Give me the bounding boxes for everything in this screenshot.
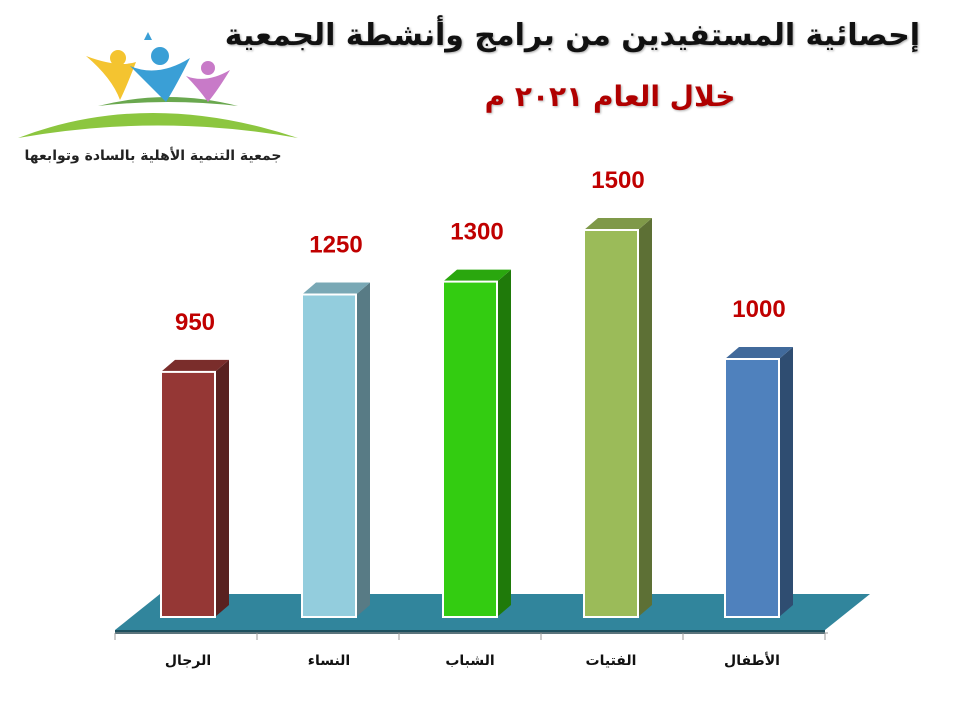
bar-value-label: 1000	[732, 296, 785, 323]
category-label: النساء	[308, 653, 350, 669]
bar	[583, 229, 639, 618]
logo	[8, 28, 308, 178]
bar-value-label: 1250	[309, 232, 362, 259]
bar-top	[443, 269, 511, 282]
logo-text: جمعية التنمية الأهلية بالسادة وتوابعها	[24, 148, 282, 164]
page-subtitle: خلال العام ٢٠٢١ م	[484, 80, 736, 113]
bar	[724, 358, 780, 618]
bar-value-label: 950	[175, 309, 215, 336]
bar-side	[356, 282, 370, 617]
category-label: الأطفال	[724, 652, 780, 669]
page-title: إحصائية المستفيدين من برامج وأنشطة الجمع…	[224, 18, 920, 53]
bar-top	[584, 218, 652, 230]
bar	[301, 293, 357, 618]
logo-figure-pink	[186, 70, 230, 102]
bar	[442, 280, 498, 618]
logo-figure-yellow	[86, 56, 136, 100]
bar-side	[497, 269, 511, 617]
bar-side	[638, 218, 652, 617]
logo-swoosh-small	[98, 97, 238, 106]
bar-side	[779, 347, 793, 617]
logo-figure-blue	[130, 58, 190, 102]
bar-side	[215, 359, 229, 617]
bar-top	[161, 359, 229, 372]
bar-top	[725, 347, 793, 359]
logo-figure-accent	[144, 32, 152, 40]
bar-top	[302, 282, 370, 295]
logo-graphic	[18, 32, 298, 138]
bar	[160, 370, 216, 618]
bar-value-label: 1300	[450, 219, 503, 246]
category-label: الشباب	[445, 653, 494, 669]
logo-figure-yellow-head	[110, 50, 126, 66]
logo-figure-blue-head	[151, 47, 169, 65]
category-label: الفتيات	[586, 653, 637, 669]
bar-value-label: 1500	[591, 167, 644, 194]
category-label: الرجال	[165, 653, 211, 669]
logo-figure-pink-head	[201, 61, 215, 75]
logo-swoosh-large	[18, 113, 298, 138]
